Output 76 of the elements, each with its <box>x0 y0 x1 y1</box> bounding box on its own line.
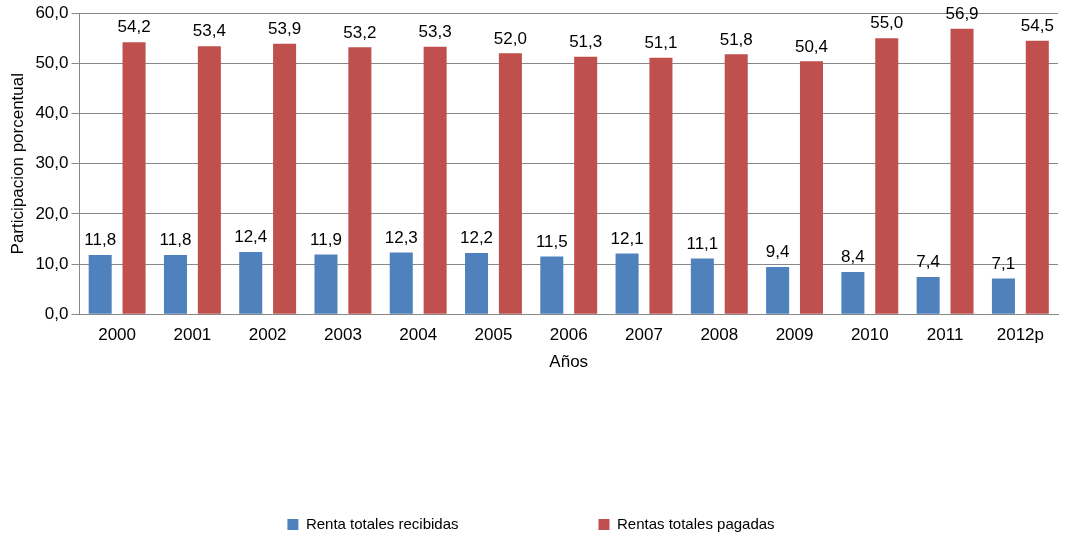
data-label: 51,3 <box>569 32 603 52</box>
bar <box>423 46 447 314</box>
x-tick-label: 2008 <box>700 325 739 345</box>
bar <box>574 56 598 314</box>
data-label: 53,2 <box>343 22 377 42</box>
data-label: 12,1 <box>610 228 644 248</box>
y-tick-label: 30,0 <box>35 153 69 173</box>
x-tick-label: 2003 <box>324 325 362 345</box>
data-label: 53,9 <box>268 18 302 38</box>
bar <box>273 43 297 314</box>
bar <box>465 253 489 314</box>
data-label: 12,2 <box>459 228 494 248</box>
x-tick-label: 2002 <box>248 325 287 345</box>
y-tick-label: 40,0 <box>35 103 69 123</box>
x-tick-label: 2005 <box>474 325 513 345</box>
y-tick-label: 10,0 <box>35 253 69 273</box>
data-label: 50,4 <box>794 36 829 56</box>
data-label: 53,4 <box>192 21 226 41</box>
x-tick-label: 2009 <box>775 325 814 345</box>
bar <box>348 47 372 314</box>
bar <box>389 252 413 314</box>
x-tick-label: 2010 <box>850 325 889 345</box>
y-tick-label: 0,0 <box>44 303 69 323</box>
y-tick-label: 50,0 <box>35 53 69 73</box>
bar <box>991 278 1015 314</box>
bar <box>649 57 673 314</box>
data-label: 11,5 <box>535 231 568 251</box>
bar <box>724 54 748 314</box>
x-tick-label: 2001 <box>173 325 212 345</box>
x-axis-title: Años <box>549 352 589 372</box>
data-label: 12,4 <box>234 227 268 247</box>
data-label: 9,4 <box>765 242 790 262</box>
data-label: 54,5 <box>1020 15 1054 35</box>
x-tick-label: 2011 <box>926 325 964 345</box>
data-label: 7,4 <box>916 252 940 272</box>
bar <box>314 254 338 314</box>
data-label: 8,4 <box>841 247 865 267</box>
bar <box>1025 40 1049 314</box>
bar <box>239 251 263 314</box>
data-label: 51,1 <box>644 33 678 53</box>
bar <box>950 28 974 314</box>
x-tick-label: 2006 <box>549 325 588 345</box>
data-label: 51,8 <box>719 29 753 49</box>
bar <box>615 253 639 314</box>
bar <box>197 46 221 314</box>
data-label: 55,0 <box>870 13 904 33</box>
data-label: 52,0 <box>493 28 527 48</box>
data-label: 54,2 <box>117 17 151 37</box>
bar <box>163 255 187 314</box>
x-tick-label: 2000 <box>98 325 137 345</box>
x-tick-label: 2007 <box>625 325 663 345</box>
bar <box>122 42 146 314</box>
data-label: 11,8 <box>84 230 117 250</box>
legend-label: Renta totales recibidas <box>305 514 459 532</box>
bar <box>690 258 714 314</box>
data-label: 7,1 <box>991 253 1016 273</box>
data-label: 11,1 <box>686 233 719 253</box>
bar <box>88 255 112 314</box>
legend-label: Rentas totales pagadas <box>616 514 775 532</box>
bar <box>498 53 522 314</box>
y-axis-title: Participacion porcentual <box>7 72 27 255</box>
data-label: 12,3 <box>384 227 418 247</box>
data-label: 11,9 <box>310 229 342 249</box>
bar <box>540 256 564 314</box>
bar <box>875 38 899 314</box>
x-tick-label: 2004 <box>399 325 438 345</box>
y-tick-label: 20,0 <box>35 203 69 223</box>
x-tick-label: 2012p <box>996 325 1045 345</box>
bar <box>766 267 790 314</box>
bar <box>916 277 940 314</box>
data-label: 56,9 <box>945 3 979 23</box>
y-tick-label: 60,0 <box>35 2 69 22</box>
data-label: 53,3 <box>418 22 452 41</box>
bar <box>799 61 824 314</box>
data-label: 11,8 <box>159 230 192 250</box>
bar <box>841 272 865 314</box>
